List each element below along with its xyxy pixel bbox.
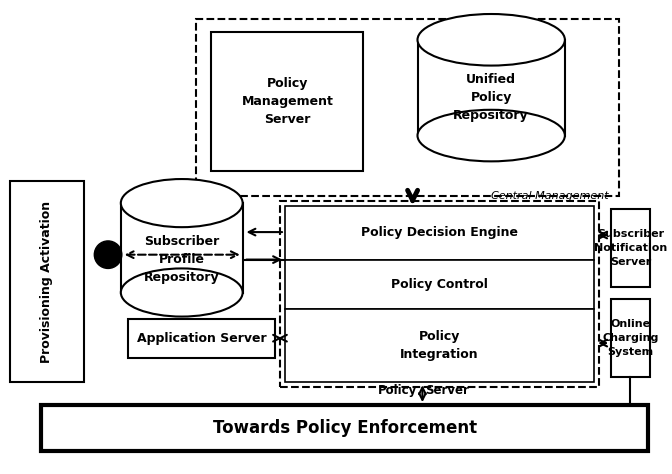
Text: Online
Charging
System: Online Charging System [603, 319, 659, 357]
Bar [196, 19, 619, 196]
Bar [285, 309, 594, 383]
Ellipse shape [417, 14, 565, 65]
Text: Policy
Integration: Policy Integration [401, 330, 479, 361]
Text: Towards Policy Enforcement: Towards Policy Enforcement [213, 419, 477, 437]
Text: Policy Decision Engine: Policy Decision Engine [361, 226, 518, 239]
Bar [280, 201, 599, 387]
Bar [611, 209, 650, 287]
Text: Policy: Policy [378, 384, 417, 397]
Circle shape [94, 241, 122, 268]
Bar [285, 260, 594, 309]
Bar [285, 206, 594, 260]
Bar [10, 181, 83, 383]
Text: Application Server: Application Server [136, 332, 266, 345]
Text: Server: Server [425, 384, 469, 397]
Text: Provisioning Activation: Provisioning Activation [40, 201, 53, 363]
Text: Policy Control: Policy Control [391, 278, 488, 291]
Bar [121, 203, 243, 292]
Bar [211, 32, 364, 171]
Bar [417, 40, 565, 136]
Ellipse shape [121, 179, 243, 227]
Text: Unified
Policy
Repository: Unified Policy Repository [454, 73, 529, 122]
Bar [128, 319, 275, 358]
Ellipse shape [121, 268, 243, 317]
Text: Subscriber
Notification
Server: Subscriber Notification Server [594, 229, 667, 267]
Text: Central Management: Central Management [491, 191, 609, 201]
Ellipse shape [417, 110, 565, 161]
Bar [611, 299, 650, 377]
Text: Subscriber
Profile
Repository: Subscriber Profile Repository [144, 235, 220, 284]
Text: Policy
Management
Server: Policy Management Server [241, 77, 333, 126]
Bar [41, 405, 648, 451]
